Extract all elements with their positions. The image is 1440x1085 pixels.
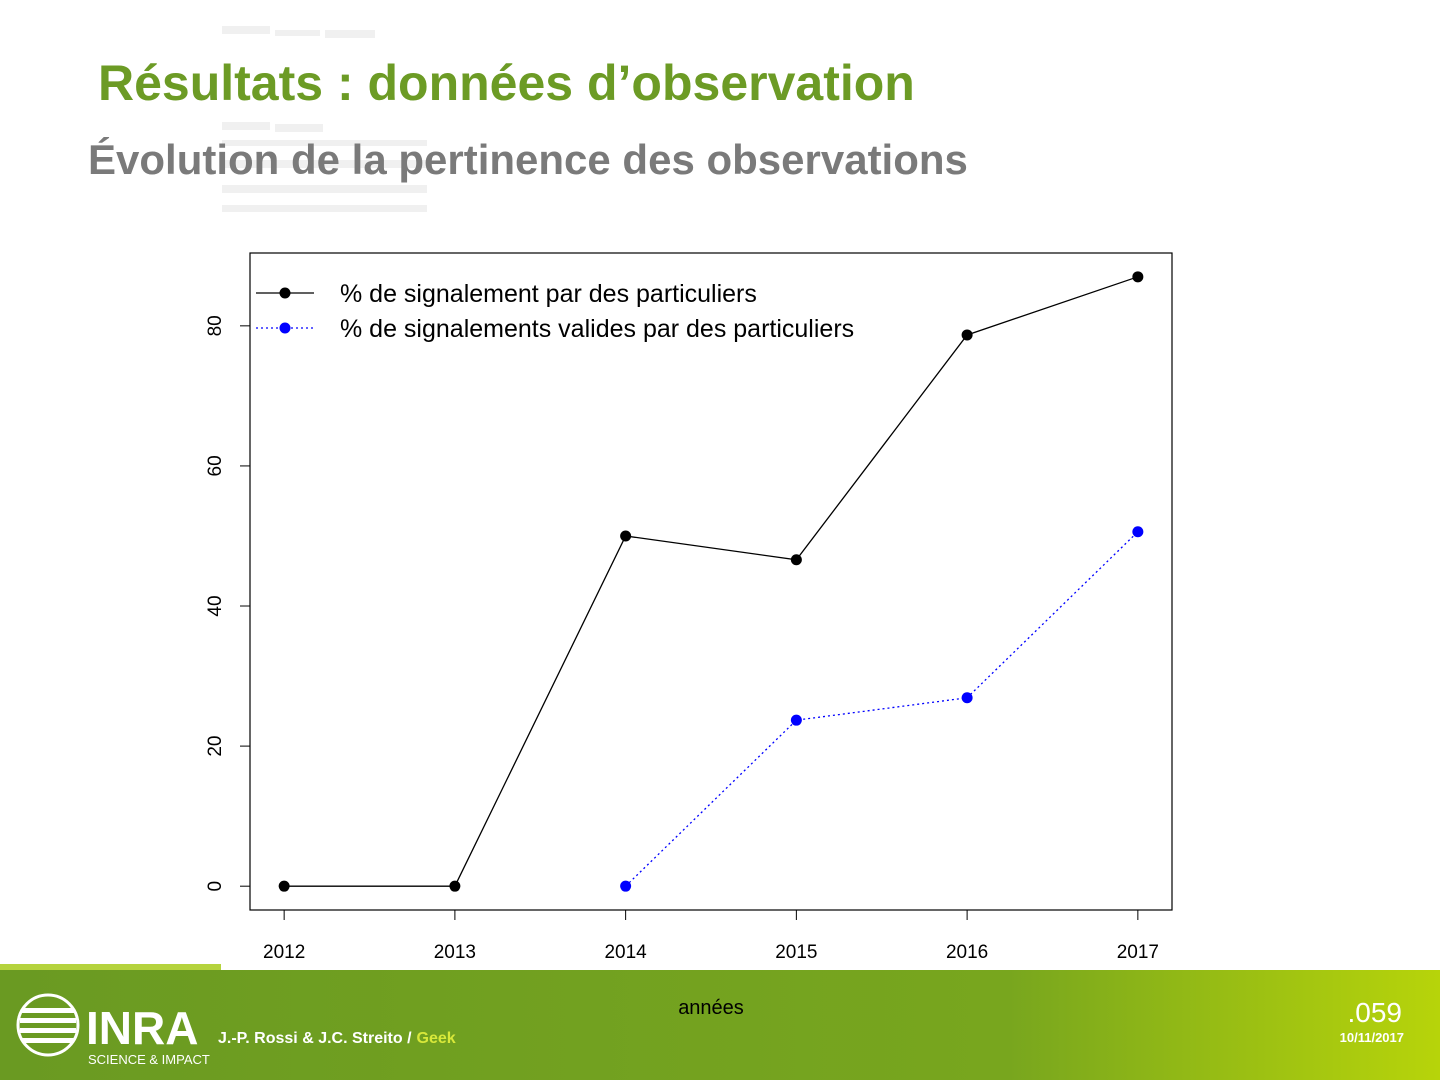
footer-date: 10/11/2017 bbox=[1340, 1030, 1404, 1045]
data-point bbox=[790, 554, 802, 566]
series-line bbox=[284, 276, 1139, 887]
y-tick-label: 60 bbox=[205, 455, 226, 476]
y-tick-label: 0 bbox=[205, 881, 226, 892]
x-tick-label: 2014 bbox=[604, 942, 647, 963]
data-point bbox=[1132, 271, 1144, 283]
footer-project: Geek bbox=[417, 1030, 456, 1047]
logo-name: INRA bbox=[86, 1002, 198, 1054]
slide-subtitle: Évolution de la pertinence des observati… bbox=[88, 136, 968, 183]
x-tick-label: 2017 bbox=[1117, 942, 1159, 963]
y-tick-label: 80 bbox=[205, 315, 226, 336]
plot-frame bbox=[249, 252, 1173, 911]
logo-mark bbox=[16, 993, 80, 1057]
legend-marker bbox=[279, 287, 291, 299]
x-tick-label: 2012 bbox=[263, 942, 305, 963]
legend-label: % de signalements valides par des partic… bbox=[340, 315, 854, 343]
data-point bbox=[961, 692, 973, 704]
x-tick-label: 2015 bbox=[775, 942, 817, 963]
data-point bbox=[620, 880, 632, 892]
page-number: .059 bbox=[1348, 997, 1403, 1028]
footer-authors: J.-P. Rossi & J.C. Streito / bbox=[218, 1030, 412, 1047]
data-point bbox=[620, 530, 632, 542]
data-point bbox=[278, 880, 290, 892]
data-point bbox=[1132, 526, 1144, 538]
data-point bbox=[961, 329, 973, 341]
series-line bbox=[625, 531, 1139, 887]
x-tick-label: 2016 bbox=[946, 942, 988, 963]
footer-band bbox=[0, 970, 1440, 1080]
legend-label: % de signalement par des particuliers bbox=[340, 280, 757, 308]
footer-accent bbox=[0, 964, 221, 970]
logo-tagline: SCIENCE & IMPACT bbox=[88, 1052, 210, 1067]
y-tick-label: 40 bbox=[205, 595, 226, 616]
data-point bbox=[790, 714, 802, 726]
y-tick-label: 20 bbox=[205, 736, 226, 757]
data-point bbox=[449, 880, 461, 892]
x-tick-label: 2013 bbox=[434, 942, 476, 963]
footer-credit: J.-P. Rossi & J.C. Streito / Geek bbox=[218, 1030, 456, 1047]
legend-marker bbox=[279, 322, 291, 334]
x-axis-label: années bbox=[678, 997, 744, 1019]
slide-title: Résultats : données d’observation bbox=[98, 55, 915, 111]
decor-stripes bbox=[222, 26, 427, 212]
chart: années 0 20 40 60 80 2012 2013 2014 2015 2016 2017… bbox=[205, 252, 1173, 1019]
